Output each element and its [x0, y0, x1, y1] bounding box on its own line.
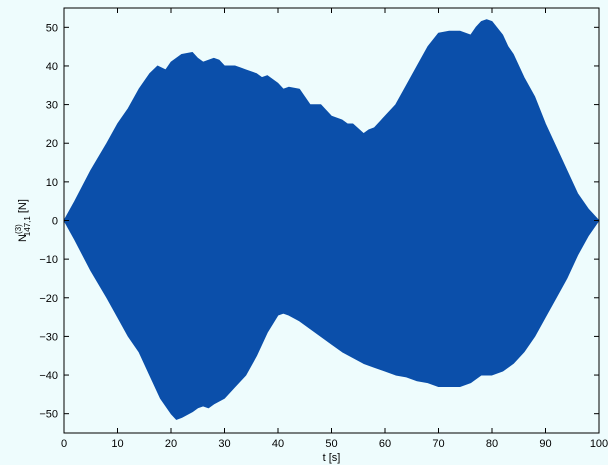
y-tick-label: −20: [39, 293, 58, 305]
x-tick-label: 10: [111, 438, 123, 450]
x-tick-label: 90: [539, 438, 551, 450]
y-tick-label: 0: [52, 216, 58, 228]
y-tick-label: 40: [46, 61, 58, 73]
y-axis-label-subscript: 147,1: [23, 216, 32, 237]
y-tick-label: −40: [39, 370, 58, 382]
y-axis-label-symbol: N: [17, 234, 29, 242]
x-tick-label: 80: [486, 438, 498, 450]
y-axis-label-superscript: (3): [14, 224, 23, 234]
y-axis-label: N(3)147,1 [N]: [14, 199, 32, 242]
y-tick-label: −50: [39, 409, 58, 421]
x-tick-label: 100: [590, 438, 608, 450]
x-tick-label: 70: [432, 438, 444, 450]
plot-area: 0 10 20 30 40 50 60 70 80 90 100 −50 −40 −30 −20 −10 0 1…: [39, 7, 608, 450]
x-tick-label: 40: [272, 438, 284, 450]
plot-frame: [63, 7, 600, 434]
x-axis-ticks: 0 10 20 30 40 50 60 70 80 90 100: [61, 8, 608, 450]
y-tick-label: 20: [46, 138, 58, 150]
y-axis-label-unit: [N]: [17, 199, 29, 216]
x-axis-label: t [s]: [323, 452, 341, 464]
x-tick-label: 30: [218, 438, 230, 450]
x-tick-label: 20: [165, 438, 177, 450]
y-tick-label: −30: [39, 331, 58, 343]
oscillation-envelope-band: [63, 19, 600, 420]
x-tick-label: 0: [61, 438, 67, 450]
x-tick-label: 60: [379, 438, 391, 450]
y-axis-ticks: −50 −40 −30 −20 −10 0 10 20 30 40 50: [39, 22, 599, 421]
y-tick-label: 50: [46, 22, 58, 34]
x-tick-label: 50: [325, 438, 337, 450]
y-tick-label: 10: [46, 177, 58, 189]
y-tick-label: −10: [39, 254, 58, 266]
y-tick-label: 30: [46, 100, 58, 112]
